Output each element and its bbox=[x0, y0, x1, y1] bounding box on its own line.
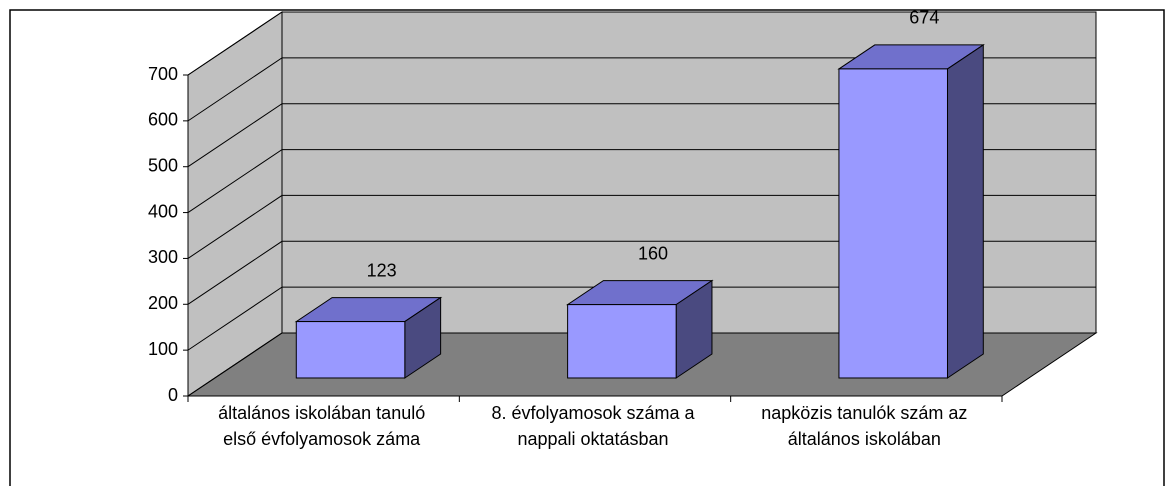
x-tick-label: általános iskolában bbox=[788, 429, 941, 449]
y-tick-label: 700 bbox=[148, 64, 178, 84]
bar bbox=[567, 304, 677, 379]
grid-line bbox=[187, 240, 1096, 305]
bar bbox=[295, 321, 406, 379]
x-tick-label: 8. évfolyamosok száma a bbox=[491, 403, 695, 423]
grid-line bbox=[187, 286, 1096, 351]
side-wall bbox=[187, 11, 283, 397]
bar bbox=[838, 68, 948, 379]
grid-line bbox=[187, 11, 1096, 76]
x-tick-label: napközis tanulók szám az bbox=[761, 403, 967, 423]
y-tick-label: 400 bbox=[148, 201, 178, 221]
data-label: 123 bbox=[367, 260, 397, 280]
grid-line bbox=[187, 194, 1096, 259]
data-label: 160 bbox=[638, 243, 668, 263]
x-tick-label: nappali oktatásban bbox=[517, 429, 668, 449]
y-tick-label: 200 bbox=[148, 293, 178, 313]
y-tick-label: 300 bbox=[148, 247, 178, 267]
grid-line bbox=[187, 149, 1096, 213]
bar-side bbox=[946, 43, 984, 379]
y-tick-label: 600 bbox=[148, 110, 178, 130]
grid-line bbox=[187, 103, 1096, 168]
grid-line bbox=[187, 57, 1096, 122]
y-tick-label: 0 bbox=[168, 385, 178, 405]
chart-border bbox=[9, 9, 1165, 486]
y-tick-label: 100 bbox=[148, 339, 178, 359]
grid-line bbox=[187, 332, 1096, 397]
x-tick-label: első évfolyamosok záma bbox=[223, 429, 421, 449]
x-tick-label: általános iskolában tanuló bbox=[218, 403, 425, 423]
y-tick-label: 500 bbox=[148, 155, 178, 175]
data-label: 674 bbox=[909, 8, 939, 28]
